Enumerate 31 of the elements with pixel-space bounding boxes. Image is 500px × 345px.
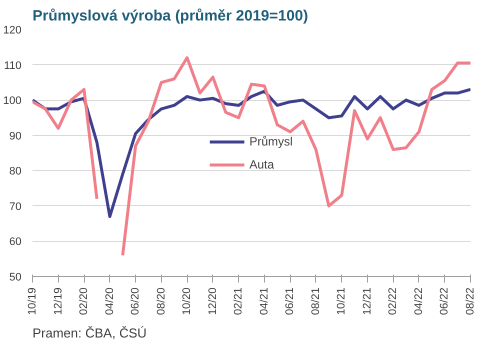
line-series <box>32 88 470 218</box>
y-tick-label: 50 <box>9 272 22 284</box>
x-tick-label: 02/22 <box>387 287 400 316</box>
legend-label: Auta <box>249 157 274 171</box>
x-tick-label: 12/21 <box>361 287 374 316</box>
x-tick-label: 02/21 <box>232 287 245 316</box>
x-tick-label: 08/22 <box>464 287 476 316</box>
x-tick-label: 08/20 <box>155 287 168 316</box>
x-tick-label: 04/20 <box>104 287 116 316</box>
x-tick-label: 04/21 <box>258 287 270 316</box>
x-tick-label: 10/20 <box>181 287 194 316</box>
x-tick-label: 06/22 <box>438 287 451 316</box>
x-tick-label: 12/19 <box>52 287 64 316</box>
y-tick-label: 110 <box>4 60 22 72</box>
y-tick-label: 100 <box>3 95 22 108</box>
y-tick-label: 90 <box>9 130 22 142</box>
chart-title: Průmyslová výroba (průměr 2019=100) <box>32 8 308 24</box>
y-tick-label: 70 <box>9 200 22 213</box>
x-tick-label: 10/19 <box>26 287 38 316</box>
text: Pramen: ČBA, ČSÚ <box>32 326 147 340</box>
legend-label: Průmysl <box>249 134 293 148</box>
x-tick-label: 06/21 <box>284 287 296 316</box>
x-tick-label: 08/21 <box>310 287 322 316</box>
x-tick-label: 02/20 <box>78 287 90 316</box>
x-tick-label: 04/22 <box>412 287 425 316</box>
y-tick-label: 80 <box>9 166 22 178</box>
y-tick-label: 120 <box>3 24 22 36</box>
x-tick-label: 06/20 <box>130 287 142 316</box>
y-tick-label: 60 <box>9 236 22 248</box>
x-tick-label: 10/21 <box>336 287 348 316</box>
x-tick-label: 12/20 <box>206 287 219 316</box>
